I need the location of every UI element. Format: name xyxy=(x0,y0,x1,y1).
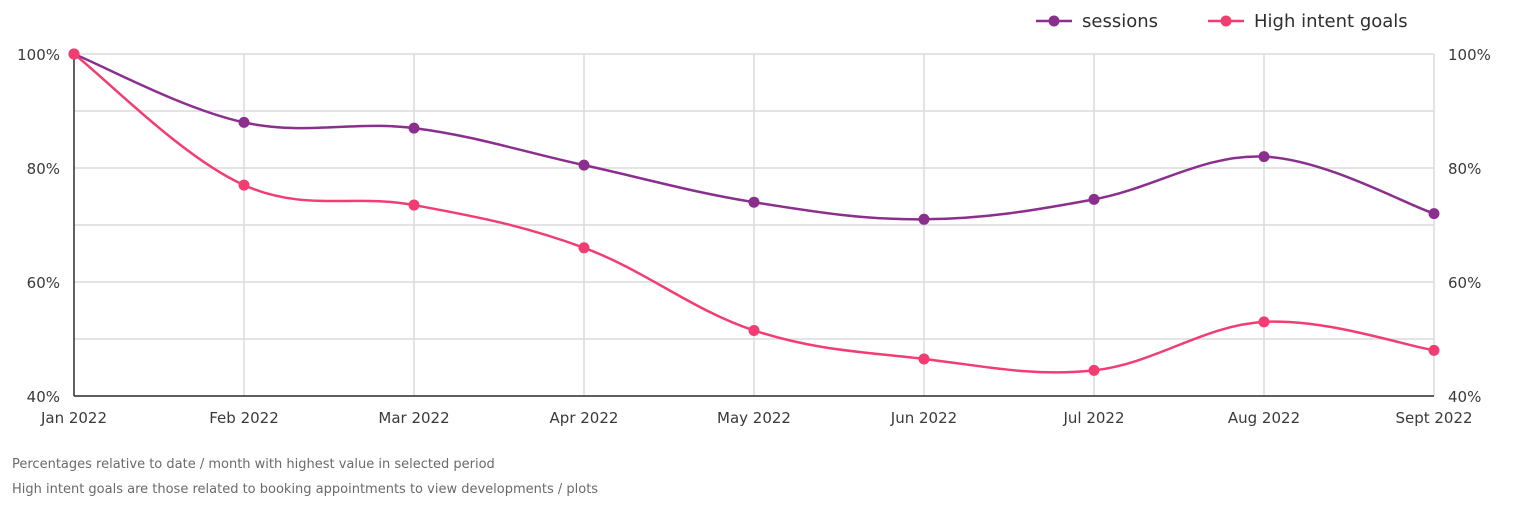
data-point-high-intent-goals[interactable] xyxy=(748,324,760,336)
x-tick-label: Jan 2022 xyxy=(40,409,107,427)
tick-labels: 100% 100% 80% 80% 60% 60% 40% 40% Jan 2022 Feb 20… xyxy=(17,46,1491,427)
x-tick-label: Mar 2022 xyxy=(378,409,449,427)
legend-swatch-marker xyxy=(1220,15,1232,27)
x-tick-label: Feb 2022 xyxy=(209,409,279,427)
x-tick-label: Apr 2022 xyxy=(550,409,619,427)
y-tick-label-right: 60% xyxy=(1448,274,1481,292)
data-point-sessions[interactable] xyxy=(408,122,420,134)
x-tick-label: May 2022 xyxy=(717,409,791,427)
footnote-relative-percentages: Percentages relative to date / month wit… xyxy=(12,457,495,472)
y-tick-label-left: 40% xyxy=(27,388,60,406)
y-tick-label-left: 100% xyxy=(17,46,60,64)
x-tick-label: Jun 2022 xyxy=(890,409,957,427)
data-point-sessions[interactable] xyxy=(1088,193,1100,205)
y-tick-label-right: 80% xyxy=(1448,160,1481,178)
legend-item-high-intent-goals[interactable]: High intent goals xyxy=(1208,11,1408,32)
y-tick-label-right: 40% xyxy=(1448,388,1481,406)
data-point-high-intent-goals[interactable] xyxy=(408,199,420,211)
data-point-sessions[interactable] xyxy=(1258,151,1270,163)
gridlines xyxy=(74,53,1435,397)
data-point-high-intent-goals[interactable] xyxy=(1428,344,1440,356)
x-tick-label: Sept 2022 xyxy=(1395,409,1472,427)
data-point-sessions[interactable] xyxy=(918,213,930,225)
data-point-sessions[interactable] xyxy=(748,196,760,208)
data-point-sessions[interactable] xyxy=(1428,208,1440,220)
y-tick-label-right: 100% xyxy=(1448,46,1491,64)
data-point-high-intent-goals[interactable] xyxy=(918,353,930,365)
data-point-high-intent-goals[interactable] xyxy=(238,179,250,191)
y-tick-label-left: 80% xyxy=(27,160,60,178)
x-tick-label: Jul 2022 xyxy=(1062,409,1124,427)
y-tick-label-left: 60% xyxy=(27,274,60,292)
legend-item-sessions[interactable]: sessions xyxy=(1036,11,1158,32)
legend-swatch-marker xyxy=(1048,15,1060,27)
legend-label: sessions xyxy=(1082,11,1158,32)
series-high-intent-goals xyxy=(68,48,1440,376)
data-point-high-intent-goals[interactable] xyxy=(1088,364,1100,376)
data-point-high-intent-goals[interactable] xyxy=(68,48,80,60)
data-point-sessions[interactable] xyxy=(238,116,250,128)
series-lines xyxy=(68,48,1440,376)
footnote-high-intent-definition: High intent goals are those related to b… xyxy=(12,482,599,497)
data-point-high-intent-goals[interactable] xyxy=(1258,316,1270,328)
axes xyxy=(73,54,1434,397)
data-point-sessions[interactable] xyxy=(578,159,590,171)
series-sessions xyxy=(68,48,1440,225)
legend[interactable]: sessions High intent goals xyxy=(1036,11,1408,32)
x-tick-label: Aug 2022 xyxy=(1228,409,1300,427)
legend-label: High intent goals xyxy=(1254,11,1408,32)
data-point-high-intent-goals[interactable] xyxy=(578,242,590,254)
